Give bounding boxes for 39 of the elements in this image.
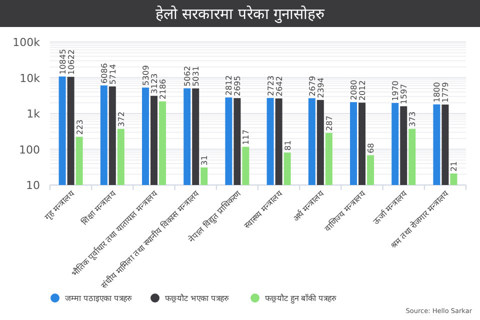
- data-label: 287: [324, 116, 334, 131]
- data-label: 1779: [441, 82, 450, 103]
- data-label: 3123: [150, 73, 159, 94]
- data-label: 373: [408, 112, 418, 127]
- data-label: 1597: [400, 84, 409, 104]
- data-label: 117: [242, 130, 251, 145]
- data-label: 5714: [108, 64, 118, 84]
- data-label: 2012: [358, 80, 367, 101]
- data-label: 2394: [316, 78, 326, 98]
- data-label: 68: [366, 143, 376, 154]
- data-label: 5062: [183, 66, 192, 86]
- data-label: 31: [200, 155, 210, 166]
- data-label: 5031: [192, 66, 201, 86]
- legend-label: फछ्र्यौट भएका पत्रहरु: [165, 293, 230, 303]
- data-label: 81: [283, 140, 292, 151]
- legend-label: फछ्र्यौट हुन बाँकी पत्रहरु: [265, 293, 337, 304]
- data-label: 2679: [308, 76, 317, 96]
- data-label: 10622: [66, 49, 76, 75]
- y-tick-label: 100: [19, 143, 40, 156]
- data-label: 2186: [158, 79, 168, 100]
- data-label: 372: [116, 112, 126, 127]
- data-label: 10845: [58, 49, 68, 74]
- y-tick-label: 1k: [26, 108, 41, 120]
- data-label: 21: [450, 161, 459, 172]
- legend-label: जम्मा पठाइएका पत्रहरु: [65, 294, 132, 303]
- data-label: 223: [75, 120, 84, 135]
- data-label: 5309: [142, 65, 150, 86]
- data-label: 1970: [391, 80, 400, 101]
- y-tick-label: 100k: [12, 36, 41, 49]
- data-label: 6086: [100, 63, 109, 84]
- data-label: 2080: [350, 80, 358, 100]
- chart-title: हेलो सरकारमा परेका गुनासोहरु: [155, 5, 326, 24]
- data-label: 2695: [233, 76, 242, 96]
- data-label: 2642: [274, 76, 284, 96]
- y-tick-label: 10k: [20, 72, 41, 85]
- y-tick-label: 10: [26, 179, 40, 192]
- data-label: 1800: [432, 82, 442, 102]
- data-label: 2812: [224, 75, 234, 96]
- data-label: 2723: [266, 76, 276, 96]
